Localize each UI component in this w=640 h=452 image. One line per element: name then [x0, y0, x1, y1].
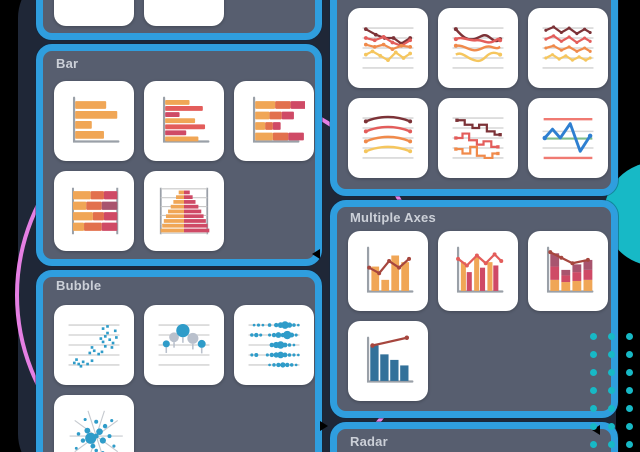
- balloon-bubble-icon: [158, 323, 210, 366]
- line-section-card: [330, 0, 618, 196]
- teal-dot-decoration: [590, 405, 597, 412]
- bar-thumbnail-grid: [54, 81, 315, 251]
- bubble-section-title: Bubble: [56, 278, 102, 293]
- teal-dot-decoration: [590, 441, 597, 448]
- multiple-axes-thumbnail-grid: [348, 231, 611, 401]
- bar-section-title: Bar: [56, 56, 79, 71]
- teal-dot-decoration: [608, 333, 615, 340]
- balloon-bubble-thumbnail[interactable]: [144, 305, 224, 385]
- column-with-line-icon: [366, 246, 414, 293]
- radial-bubble-thumbnail[interactable]: [54, 395, 134, 452]
- radar-section-card: Radar: [330, 422, 618, 452]
- smooth-line-thumbnail[interactable]: [438, 8, 518, 88]
- multi-line-icon: [362, 27, 414, 69]
- basic-bar-icon: [72, 96, 120, 143]
- pareto-chart-icon: [366, 335, 414, 383]
- column-fragment-icon: [63, 0, 125, 17]
- column-fragment-thumbnail[interactable]: [54, 0, 134, 26]
- teal-dot-decoration: [590, 369, 597, 376]
- teal-dot-decoration: [626, 351, 633, 358]
- teal-dot-decoration: [590, 423, 597, 430]
- teal-dot-decoration: [608, 369, 615, 376]
- arrow-decoration: [312, 249, 320, 259]
- bubble-thumbnail-grid: [54, 305, 315, 452]
- multiple-axes-section-title: Multiple Axes: [350, 210, 436, 225]
- step-line-icon: [452, 117, 504, 160]
- teal-dot-decoration: [608, 441, 615, 448]
- teal-dot-decoration: [626, 387, 633, 394]
- pie-chart-thumbnail[interactable]: [144, 0, 224, 26]
- teal-dot-decoration: [608, 387, 615, 394]
- pie-chart-icon: [153, 0, 215, 17]
- grouped-bar-thumbnail[interactable]: [144, 81, 224, 161]
- teal-dot-decoration: [608, 423, 615, 430]
- line-thumbnail-grid: [348, 8, 611, 178]
- bubble-section-card: Bubble: [36, 270, 322, 452]
- arrow-decoration: [320, 421, 328, 431]
- pie-thumbnail-grid: [54, 0, 224, 26]
- bar-section-card: Bar: [36, 44, 322, 266]
- radial-bubble-icon: [69, 410, 123, 452]
- pareto-chart-thumbnail[interactable]: [348, 321, 428, 401]
- stacked-bar-icon: [252, 96, 305, 143]
- grouped-bar-icon: [162, 96, 210, 143]
- teal-dot-decoration: [626, 423, 633, 430]
- multi-line-thumbnail[interactable]: [348, 8, 428, 88]
- column-with-line-thumbnail[interactable]: [348, 231, 428, 311]
- full-stacked-bar-thumbnail[interactable]: [54, 171, 134, 251]
- stacked-column-with-line-thumbnail[interactable]: [528, 231, 608, 311]
- teal-dot-decoration: [608, 405, 615, 412]
- teal-dot-decoration: [590, 333, 597, 340]
- multiple-axes-section-card: Multiple Axes: [330, 200, 618, 418]
- scatter-bubble-thumbnail[interactable]: [54, 305, 134, 385]
- teal-dot-decoration: [626, 369, 633, 376]
- zigzag-line-icon: [542, 25, 594, 69]
- stacked-bar-thumbnail[interactable]: [234, 81, 314, 161]
- radar-section-title: Radar: [350, 434, 388, 449]
- full-stacked-bar-icon: [71, 187, 119, 235]
- pyramid-bar-icon: [159, 187, 210, 235]
- scatter-bubble-icon: [68, 324, 120, 368]
- threshold-line-thumbnail[interactable]: [528, 98, 608, 178]
- teal-dot-decoration: [590, 387, 597, 394]
- teal-dot-decoration: [626, 405, 633, 412]
- teal-dot-decoration: [590, 351, 597, 358]
- arrow-decoration: [592, 425, 600, 435]
- dotplot-bubble-thumbnail[interactable]: [234, 305, 314, 385]
- stacked-column-with-line-icon: [546, 246, 594, 293]
- step-line-thumbnail[interactable]: [438, 98, 518, 178]
- arc-line-icon: [362, 115, 414, 159]
- arc-line-thumbnail[interactable]: [348, 98, 428, 178]
- pyramid-bar-thumbnail[interactable]: [144, 171, 224, 251]
- teal-dot-decoration: [626, 333, 633, 340]
- smooth-line-icon: [452, 27, 504, 69]
- dotplot-bubble-icon: [248, 321, 300, 368]
- grouped-column-with-line-icon: [456, 246, 504, 293]
- threshold-line-icon: [542, 117, 594, 160]
- grouped-column-with-line-thumbnail[interactable]: [438, 231, 518, 311]
- teal-dot-decoration: [608, 351, 615, 358]
- basic-bar-thumbnail[interactable]: [54, 81, 134, 161]
- teal-dot-decoration: [626, 441, 633, 448]
- pie-section-card: [36, 0, 322, 40]
- zigzag-line-thumbnail[interactable]: [528, 8, 608, 88]
